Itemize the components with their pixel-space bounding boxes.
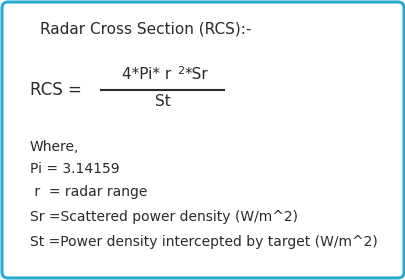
Text: r  = radar range: r = radar range [30, 185, 147, 199]
Text: Sr =Scattered power density (W/m^2): Sr =Scattered power density (W/m^2) [30, 210, 297, 224]
Text: RCS =: RCS = [30, 81, 82, 99]
FancyBboxPatch shape [2, 2, 403, 278]
Text: St =Power density intercepted by target (W/m^2): St =Power density intercepted by target … [30, 235, 377, 249]
Text: Radar Cross Section (RCS):-: Radar Cross Section (RCS):- [40, 22, 251, 37]
Text: Pi = 3.14159: Pi = 3.14159 [30, 162, 119, 176]
Text: *Sr: *Sr [184, 67, 208, 82]
Text: St: St [154, 94, 170, 109]
Text: 4*Pi* r: 4*Pi* r [122, 67, 171, 82]
Text: Where,: Where, [30, 140, 79, 154]
Text: 2: 2 [177, 66, 184, 76]
